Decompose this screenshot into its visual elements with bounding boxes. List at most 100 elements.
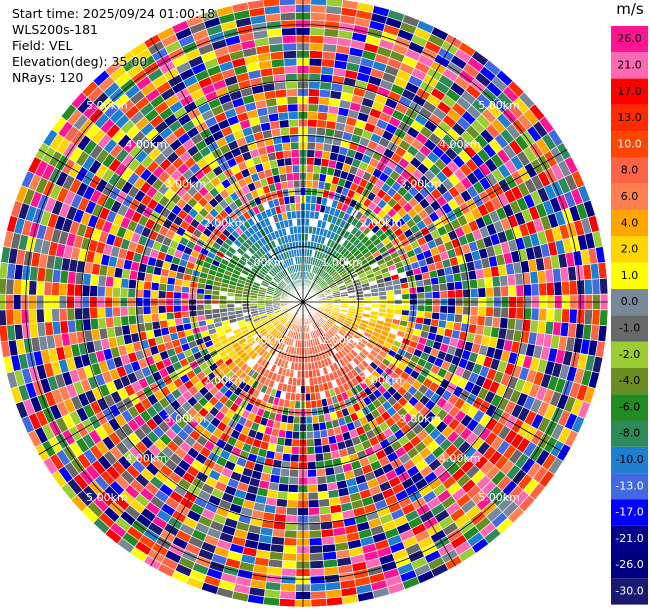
range-gate	[491, 316, 501, 329]
range-gate	[316, 475, 328, 485]
range-gate	[322, 366, 329, 376]
range-gate	[284, 164, 294, 174]
range-gate	[317, 104, 330, 114]
range-gate	[300, 271, 303, 280]
range-gate	[454, 289, 464, 299]
range-gate	[291, 164, 300, 174]
range-gate	[58, 282, 68, 297]
range-gate	[310, 12, 327, 22]
range-gate	[303, 324, 306, 333]
range-gate	[431, 283, 441, 293]
range-gate	[538, 282, 548, 297]
range-gate	[282, 149, 292, 159]
range-gate	[500, 306, 510, 319]
range-gate	[304, 370, 310, 379]
range-gate	[282, 42, 297, 52]
range-gate	[226, 303, 235, 309]
range-gate	[476, 277, 486, 289]
range-gate	[288, 468, 299, 478]
range-gate	[150, 313, 160, 323]
range-gate	[300, 278, 303, 288]
range-gate	[307, 491, 319, 501]
range-gate	[431, 305, 441, 314]
range-gate	[306, 164, 315, 174]
range-gate	[309, 575, 326, 585]
range-gate	[308, 57, 323, 67]
colorbar-tick: -1.0	[619, 321, 640, 334]
range-gate	[299, 263, 303, 272]
range-gate	[181, 310, 190, 319]
range-gate	[308, 80, 321, 90]
range-gate	[294, 400, 301, 410]
range-gate	[211, 308, 221, 315]
range-gate	[310, 0, 328, 6]
range-gate	[279, 590, 296, 600]
range-gate	[314, 445, 324, 455]
range-gate	[278, 475, 290, 485]
range-gate	[318, 88, 332, 99]
range-gate	[89, 273, 100, 287]
range-gate	[484, 316, 494, 328]
range-gate	[599, 309, 609, 327]
range-gate	[196, 309, 206, 317]
range-gate	[112, 316, 122, 328]
range-gate	[305, 194, 312, 204]
range-gate	[283, 57, 298, 67]
range-gate	[165, 283, 175, 293]
ring-label: 2.00km	[204, 373, 246, 386]
range-gate	[276, 158, 286, 168]
range-gate	[285, 172, 294, 182]
range-gate	[416, 285, 425, 294]
range-gate	[312, 422, 321, 432]
range-gate	[112, 306, 121, 318]
colorbar-tick: 1.0	[621, 269, 639, 282]
range-gate	[506, 273, 517, 287]
range-gate	[282, 445, 292, 455]
range-gate	[306, 430, 315, 440]
range-gate	[439, 305, 449, 314]
range-gate	[279, 126, 291, 137]
range-gate	[491, 275, 501, 288]
range-gate	[112, 276, 122, 288]
instrument-name: WLS200s-181	[12, 22, 98, 37]
ring-label: 5.00km	[478, 491, 520, 504]
range-gate	[499, 317, 509, 330]
range-gate	[313, 157, 323, 167]
range-gate	[308, 506, 321, 516]
range-gate	[285, 88, 298, 98]
range-gate	[295, 210, 302, 219]
range-gate	[150, 305, 159, 315]
range-gate	[305, 400, 312, 410]
range-gate	[234, 306, 243, 312]
range-gate	[316, 119, 328, 129]
range-gate	[283, 157, 293, 167]
range-gate	[400, 287, 410, 295]
nrays: NRays: 120	[12, 70, 84, 85]
range-gate	[597, 261, 608, 279]
colorbar-tick: 17.0	[617, 85, 642, 98]
range-gate	[96, 306, 106, 319]
range-gate	[307, 111, 319, 120]
range-gate	[287, 491, 299, 501]
range-gate	[308, 248, 314, 258]
range-gate	[262, 596, 280, 607]
colorbar-tick: -10.0	[615, 453, 643, 466]
elevation: Elevation(deg): 35.00	[12, 54, 148, 69]
range-gate	[507, 307, 517, 320]
colorbar-tick: -8.0	[619, 427, 640, 440]
range-gate	[307, 499, 320, 509]
range-gate	[272, 302, 281, 305]
range-gate	[28, 308, 38, 324]
range-gate	[127, 278, 138, 290]
range-gate	[538, 307, 548, 322]
range-gate	[430, 276, 440, 286]
ring-label: 5.00km	[86, 491, 128, 504]
range-gate	[296, 217, 302, 227]
range-gate	[51, 308, 61, 323]
range-gate	[279, 582, 296, 592]
range-gate	[299, 255, 303, 265]
range-gate	[306, 438, 315, 448]
range-gate	[309, 392, 317, 402]
range-gate	[58, 307, 68, 322]
range-gate	[280, 19, 297, 29]
